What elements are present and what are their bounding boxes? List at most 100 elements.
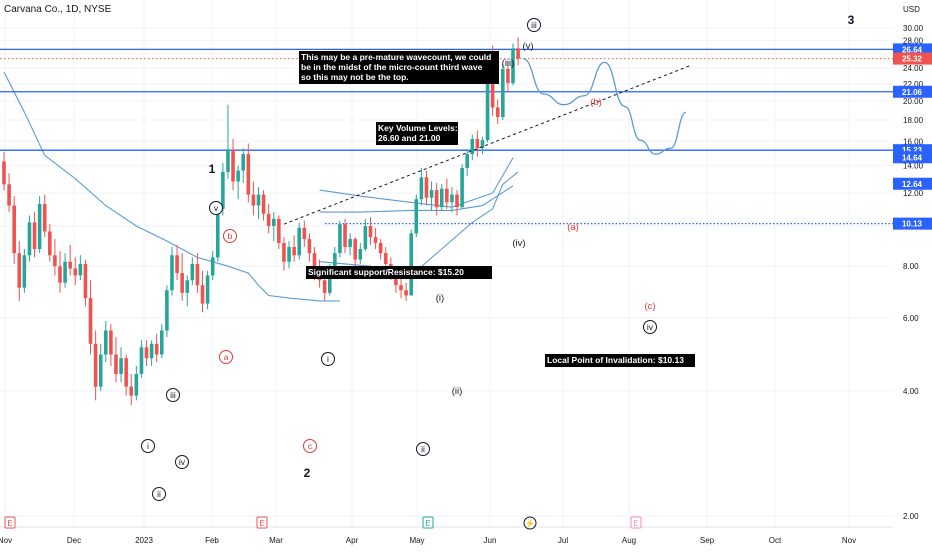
- event-badge: E: [7, 519, 12, 528]
- candle-body: [195, 263, 200, 286]
- candle-body: [78, 263, 83, 276]
- split-badge-ring: [523, 516, 537, 530]
- wave-label-p-iv: (iv): [512, 238, 525, 249]
- price-tag: [893, 151, 932, 164]
- candle-body: [17, 253, 22, 288]
- candle-body: [48, 231, 52, 256]
- candle-body: [190, 263, 195, 281]
- candle-body: [205, 275, 210, 304]
- candle-body: [302, 227, 307, 240]
- candle-body: [12, 205, 16, 254]
- wave-label-i-2: i: [327, 354, 329, 364]
- wave-label-ii-ring: [152, 487, 166, 501]
- earnings-badge-frame: [256, 516, 268, 529]
- candle-body: [501, 68, 505, 118]
- candle-body: [373, 237, 378, 243]
- candle-body: [480, 140, 485, 149]
- horizontal-levels[interactable]: [0, 48, 893, 225]
- candle-body: [215, 208, 220, 258]
- overlay-line-3: [319, 171, 519, 276]
- candle-body: [185, 280, 190, 293]
- wave-label-i: i: [147, 441, 149, 451]
- candle-body: [68, 261, 72, 269]
- note-support-bg: [306, 266, 492, 279]
- candle-body: [119, 358, 123, 374]
- candle-body: [287, 246, 291, 262]
- candle-body: [200, 285, 205, 304]
- candle-body: [383, 253, 388, 264]
- price-tag: [893, 43, 932, 56]
- candle-body: [180, 273, 184, 293]
- price-tag-label: 25.32: [902, 55, 923, 64]
- candle-body: [104, 330, 108, 355]
- wave-label-b: b: [228, 231, 233, 241]
- candle-body: [399, 285, 403, 291]
- wave-label-p-v: (v): [522, 41, 533, 52]
- wave-label-circled-iv-ring: [643, 320, 657, 334]
- price-tag-label: 21.06: [902, 88, 923, 97]
- note-invalidation-line: Local Point of Invalidation: $10.13: [547, 355, 684, 365]
- candle-body: [506, 68, 510, 84]
- candle-body: [292, 246, 296, 256]
- candle-body: [343, 224, 347, 247]
- candle-body: [246, 154, 251, 195]
- time-tick-label: Jun: [484, 536, 497, 545]
- candle-body: [363, 225, 368, 250]
- wave-label-p-a: (a): [567, 222, 579, 233]
- candle-body: [358, 249, 363, 260]
- wave-label-p-c: (c): [644, 301, 655, 312]
- candle-body: [53, 255, 57, 267]
- candle-body: [2, 161, 6, 185]
- candle-body: [277, 218, 281, 243]
- candle-body: [83, 263, 88, 299]
- price-tag-label: 12.64: [902, 180, 923, 189]
- price-tick-label: 16.00: [903, 137, 924, 146]
- earnings-badge-frame: [630, 516, 642, 529]
- time-axis[interactable]: Nov Dec 2023 Feb Mar Apr May Jun Jul Aug Sep Oct Nov: [0, 526, 932, 550]
- wave-label-p-ii: (ii): [452, 386, 463, 397]
- candle-body: [327, 270, 332, 293]
- time-tick-label: Feb: [205, 536, 219, 545]
- text-annotations[interactable]: This may be a pre-mature wavecount, we c…: [299, 51, 695, 367]
- wave-label-3: 3: [848, 13, 855, 27]
- wave-label-ii-2: ii: [421, 444, 425, 454]
- candle-body: [419, 177, 424, 200]
- candle-body: [378, 242, 383, 254]
- event-badges[interactable]: E E E ⚡ E: [4, 516, 642, 530]
- time-tick-label: Oct: [769, 536, 782, 545]
- candle-body: [226, 149, 230, 172]
- candle-body: [490, 80, 495, 108]
- candle-body: [445, 188, 449, 203]
- price-axis[interactable]: 2.004.006.008.0010.0012.0014.0016.0018.0…: [893, 0, 932, 527]
- wave-label-ii: ii: [157, 489, 161, 499]
- candle-body: [154, 343, 159, 355]
- candle-body: [27, 222, 32, 256]
- price-tag-label: 14.64: [902, 153, 923, 162]
- candle-body: [266, 213, 271, 226]
- earnings-badge-frame: [422, 516, 434, 529]
- candle-body: [271, 218, 276, 226]
- wave-label-b-ring: [223, 229, 237, 243]
- price-tag-label: 26.64: [902, 45, 923, 54]
- candle-body: [32, 222, 37, 250]
- candle-body: [109, 330, 113, 355]
- price-tag: [893, 85, 932, 98]
- candle-body: [7, 184, 11, 206]
- candle-body: [353, 239, 358, 260]
- candle-body: [73, 268, 78, 276]
- wave-label-p-b: (b): [590, 97, 602, 108]
- candle-body: [165, 290, 169, 331]
- note-key-volume-line: Key Volume Levels:: [378, 123, 458, 133]
- candle-body: [495, 107, 500, 118]
- event-badge: ⚡: [525, 518, 535, 528]
- candle-body: [338, 224, 342, 254]
- wave-label-p-iii: (iii): [502, 58, 515, 69]
- time-tick-label: Aug: [622, 536, 636, 545]
- price-tick-label: 20.00: [903, 97, 924, 106]
- wave-label-ii-2-ring: [416, 442, 430, 456]
- wave-label-a: a: [224, 352, 229, 362]
- note-support-line: Significant support/Resistance: $15.20: [308, 267, 464, 277]
- candle-body: [58, 266, 62, 283]
